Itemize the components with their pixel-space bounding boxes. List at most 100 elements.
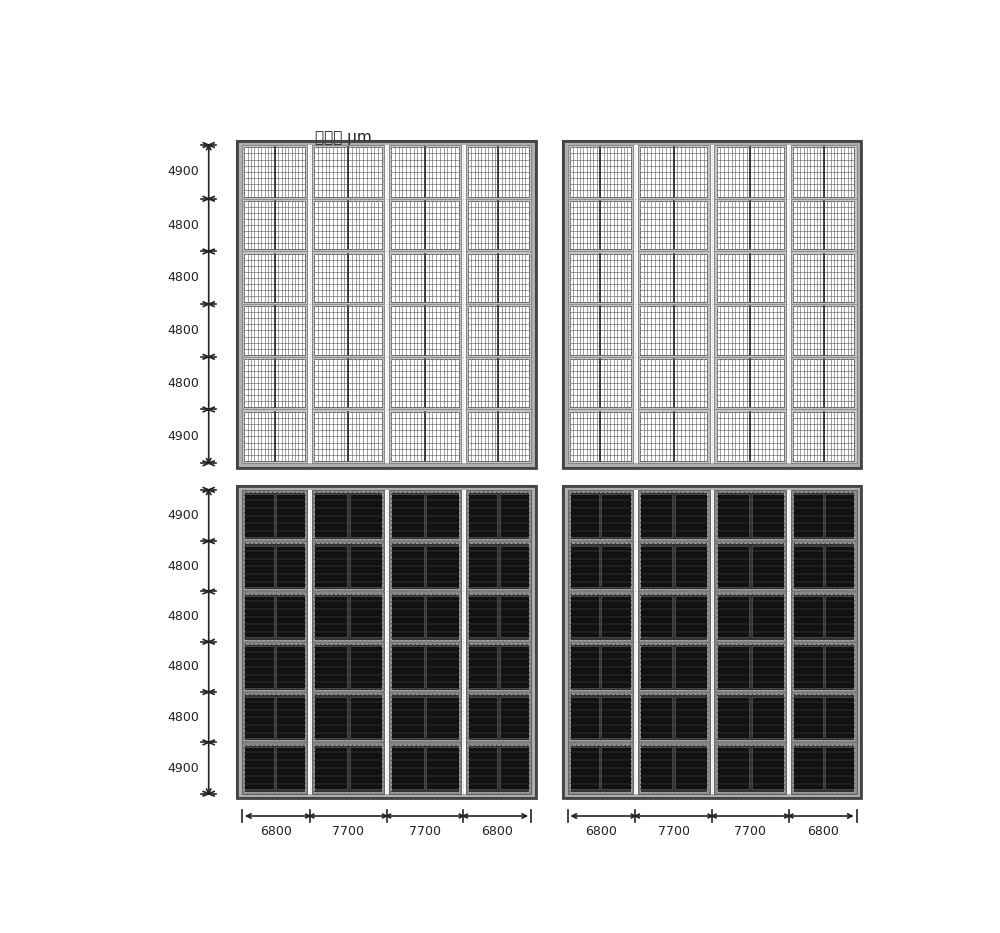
Bar [314,306,382,355]
Bar [570,593,631,640]
Bar [244,201,305,249]
Bar [466,199,531,252]
Bar [244,494,274,536]
Bar [568,490,633,541]
Bar [312,541,384,592]
Text: 4800: 4800 [168,661,199,674]
Bar [314,201,382,249]
Bar [793,411,854,461]
Bar [314,745,382,791]
Bar [791,541,857,592]
Bar [466,642,531,692]
Bar [791,592,857,642]
Bar [389,304,461,356]
Bar [244,747,274,789]
Text: 6800: 6800 [807,826,839,839]
Bar [640,694,707,740]
Bar [242,199,307,252]
Bar [468,201,529,249]
Bar [793,694,854,740]
Bar [563,141,861,467]
Bar [314,593,382,640]
Bar [276,697,305,738]
Bar [752,697,784,738]
Bar [638,252,710,304]
Bar [314,201,382,249]
Bar [568,490,857,794]
Bar [568,642,633,692]
Bar [633,490,638,794]
Bar [640,494,672,536]
Bar [391,596,424,637]
Bar [244,201,305,249]
Bar [350,546,382,587]
Bar [391,306,459,355]
Bar [244,492,305,539]
Bar [426,747,459,789]
Bar [793,546,823,587]
Bar [307,490,312,794]
Bar [468,492,529,539]
Bar [468,593,529,640]
Bar [244,306,305,355]
Bar [568,199,633,252]
Bar [244,745,305,791]
Bar [276,546,305,587]
Bar [314,694,382,740]
Bar [570,694,631,740]
Bar [314,694,382,740]
Bar [640,306,707,355]
Bar [391,411,459,461]
Text: 4900: 4900 [168,165,199,178]
Bar [237,485,536,798]
Bar [350,596,382,637]
Bar [640,593,707,640]
Bar [568,541,633,592]
Bar [638,356,710,410]
Bar [391,411,459,461]
Bar [244,411,305,461]
Bar [276,494,305,536]
Bar [314,644,382,689]
Bar [242,304,307,356]
Bar [717,644,784,689]
Bar [675,697,707,738]
Bar [570,359,631,408]
Bar [568,743,633,794]
Bar [793,147,854,197]
Bar [242,490,531,794]
Bar [570,492,631,539]
Bar [714,490,786,541]
Text: 4800: 4800 [168,711,199,724]
Bar [710,490,714,794]
Bar [717,201,784,249]
Bar [468,543,529,590]
Bar [244,492,305,539]
Bar [391,492,459,539]
Bar [717,546,749,587]
Bar [391,694,459,740]
Bar [570,596,599,637]
Bar [638,145,710,199]
Bar [793,644,854,689]
Bar [570,745,631,791]
Bar [244,543,305,590]
Bar [570,694,631,740]
Bar [640,694,707,740]
Bar [640,647,672,688]
Bar [468,411,529,461]
Bar [500,546,529,587]
Bar [717,359,784,408]
Bar [468,697,497,738]
Bar [570,306,631,355]
Bar [570,411,631,461]
Bar [244,644,305,689]
Bar [384,490,389,794]
Bar [640,411,707,461]
Bar [640,596,672,637]
Bar [468,359,529,408]
Bar [791,642,857,692]
Bar [568,410,633,464]
Bar [640,492,707,539]
Text: 7700: 7700 [658,826,690,839]
